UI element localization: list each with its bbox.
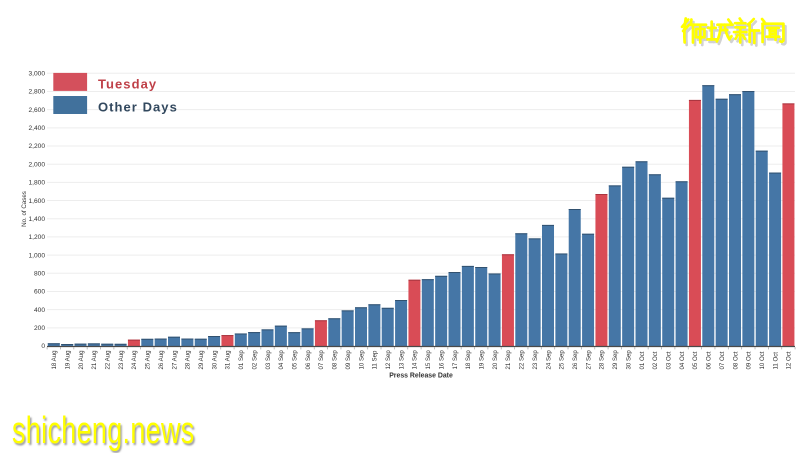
svg-text:600: 600	[34, 289, 45, 296]
svg-text:25 Aug: 25 Aug	[145, 351, 152, 370]
svg-text:23 Aug: 23 Aug	[118, 351, 125, 370]
svg-text:02 Oct: 02 Oct	[652, 351, 659, 369]
svg-text:10 Sep: 10 Sep	[358, 350, 365, 370]
svg-text:29 Aug: 29 Aug	[198, 351, 205, 370]
svg-text:22 Aug: 22 Aug	[105, 351, 112, 370]
svg-text:2,000: 2,000	[28, 161, 45, 168]
svg-text:Press Release Date: Press Release Date	[389, 372, 453, 379]
svg-text:27 Sep: 27 Sep	[585, 350, 592, 370]
svg-text:1,600: 1,600	[28, 198, 45, 205]
svg-text:20 Aug: 20 Aug	[78, 351, 85, 370]
svg-text:06 Oct: 06 Oct	[706, 351, 713, 369]
svg-text:11 Sep: 11 Sep	[372, 350, 379, 369]
svg-text:13 Sep: 13 Sep	[398, 350, 405, 370]
svg-text:10 Oct: 10 Oct	[759, 351, 766, 369]
svg-text:23 Sep: 23 Sep	[532, 350, 539, 370]
svg-text:1,800: 1,800	[28, 180, 45, 187]
svg-text:02 Sep: 02 Sep	[251, 350, 258, 370]
svg-text:25 Sep: 25 Sep	[559, 350, 566, 370]
svg-text:3,000: 3,000	[28, 71, 45, 78]
svg-text:01 Oct: 01 Oct	[639, 351, 646, 369]
svg-text:18 Sep: 18 Sep	[465, 350, 472, 370]
svg-text:1,400: 1,400	[28, 216, 45, 223]
svg-text:20 Sep: 20 Sep	[492, 350, 499, 370]
svg-text:19 Sep: 19 Sep	[479, 350, 486, 370]
svg-text:30 Aug: 30 Aug	[211, 351, 218, 370]
svg-text:09 Sep: 09 Sep	[345, 350, 352, 370]
svg-text:0: 0	[41, 343, 45, 350]
svg-text:Other Days: Other Days	[98, 100, 178, 115]
svg-text:05 Sep: 05 Sep	[292, 350, 299, 370]
svg-text:28 Aug: 28 Aug	[185, 351, 192, 370]
svg-text:27 Aug: 27 Aug	[171, 351, 178, 370]
svg-text:08 Oct: 08 Oct	[732, 351, 739, 369]
svg-text:03 Oct: 03 Oct	[666, 351, 673, 369]
svg-text:2,800: 2,800	[28, 89, 45, 96]
svg-text:01 Sep: 01 Sep	[238, 350, 245, 370]
svg-text:04 Sep: 04 Sep	[278, 350, 285, 370]
svg-text:09 Oct: 09 Oct	[746, 351, 753, 369]
svg-text:04 Oct: 04 Oct	[679, 351, 686, 369]
svg-text:1,200: 1,200	[28, 234, 45, 241]
svg-text:12 Oct: 12 Oct	[786, 351, 793, 369]
svg-text:03 Sep: 03 Sep	[265, 350, 272, 370]
svg-text:18 Aug: 18 Aug	[51, 351, 58, 370]
svg-text:No. of Cases: No. of Cases	[21, 191, 28, 227]
svg-text:200: 200	[34, 325, 45, 332]
svg-text:16 Sep: 16 Sep	[438, 350, 445, 370]
svg-text:2,600: 2,600	[28, 107, 45, 114]
svg-text:11 Oct: 11 Oct	[772, 352, 779, 370]
svg-text:30 Sep: 30 Sep	[625, 350, 632, 370]
svg-text:19 Aug: 19 Aug	[64, 351, 71, 370]
svg-text:17 Sep: 17 Sep	[452, 350, 459, 370]
svg-text:05 Oct: 05 Oct	[692, 351, 699, 369]
svg-text:29 Sep: 29 Sep	[612, 350, 619, 370]
svg-text:07 Oct: 07 Oct	[719, 351, 726, 369]
svg-text:14 Sep: 14 Sep	[412, 350, 419, 370]
svg-text:26 Sep: 26 Sep	[572, 350, 579, 370]
svg-text:15 Sep: 15 Sep	[425, 350, 432, 370]
svg-text:08 Sep: 08 Sep	[332, 350, 339, 370]
svg-text:1,000: 1,000	[28, 252, 45, 259]
svg-text:26 Aug: 26 Aug	[158, 351, 165, 370]
svg-text:28 Sep: 28 Sep	[599, 350, 606, 370]
svg-text:31 Aug: 31 Aug	[225, 351, 232, 370]
svg-text:24 Sep: 24 Sep	[545, 350, 552, 370]
svg-text:22 Sep: 22 Sep	[519, 350, 526, 370]
svg-text:06 Sep: 06 Sep	[305, 350, 312, 370]
svg-text:12 Sep: 12 Sep	[385, 350, 392, 370]
svg-text:2,200: 2,200	[28, 143, 45, 150]
svg-text:07 Sep: 07 Sep	[318, 350, 325, 370]
svg-text:2,400: 2,400	[28, 125, 45, 132]
svg-text:800: 800	[34, 270, 45, 277]
svg-text:24 Aug: 24 Aug	[131, 351, 138, 370]
svg-text:21 Aug: 21 Aug	[91, 351, 98, 370]
svg-text:21 Sep: 21 Sep	[505, 350, 512, 370]
svg-text:400: 400	[34, 307, 45, 314]
svg-text:Tuesday: Tuesday	[98, 77, 157, 92]
